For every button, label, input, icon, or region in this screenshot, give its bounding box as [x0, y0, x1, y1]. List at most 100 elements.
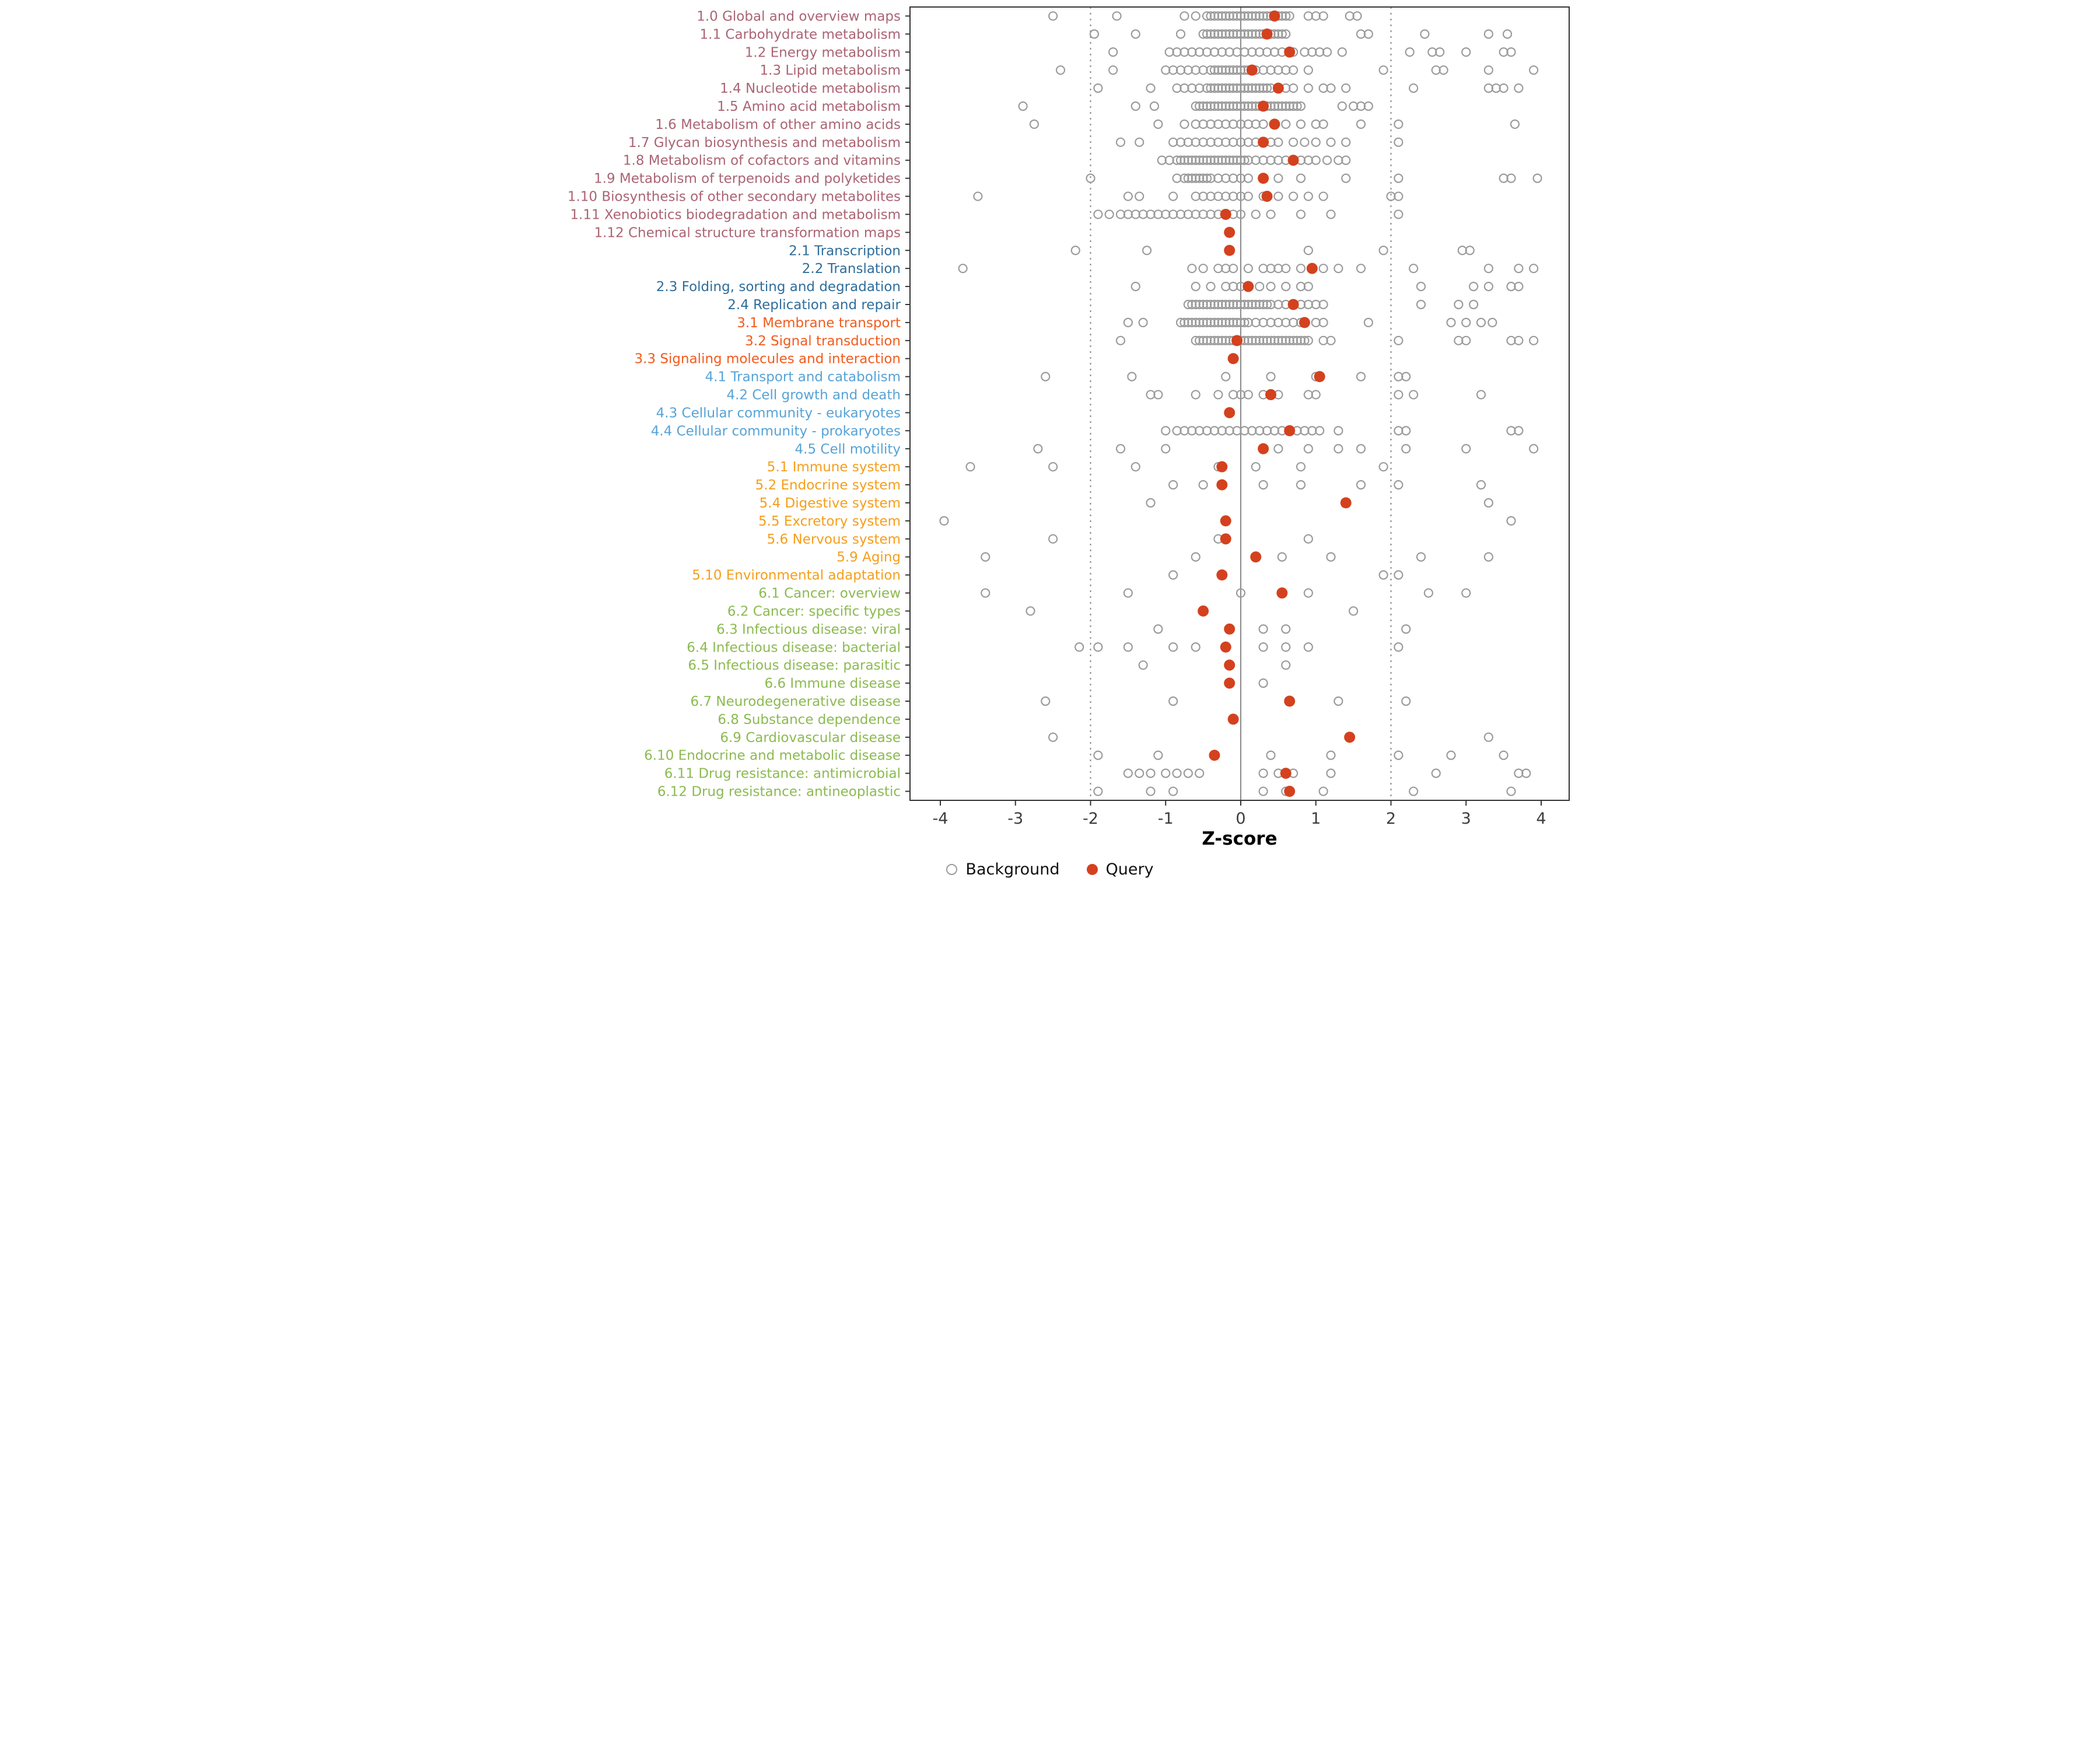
category-label: 1.7 Glycan biosynthesis and metabolism [628, 135, 901, 150]
background-point [1281, 119, 1291, 130]
background-point [1232, 29, 1242, 39]
background-point [1273, 299, 1283, 310]
x-axis-tick-label: 2 [1386, 810, 1396, 828]
background-point [1236, 65, 1246, 75]
background-point [1345, 11, 1354, 21]
background-point [1483, 281, 1493, 292]
background-point [1247, 101, 1257, 111]
background-point [1483, 83, 1493, 93]
background-point [1296, 281, 1306, 292]
background-point [1394, 209, 1404, 219]
background-point [1401, 372, 1411, 382]
background-point [1394, 173, 1404, 183]
background-point [1247, 11, 1257, 21]
background-point [1206, 155, 1216, 165]
query-point [1216, 479, 1228, 491]
background-point [1394, 480, 1404, 490]
background-point [1183, 299, 1193, 310]
query-point [1269, 118, 1280, 130]
background-point [1277, 552, 1287, 562]
background-point [1191, 281, 1200, 292]
background-point [1262, 426, 1272, 436]
background-point [1206, 317, 1216, 328]
background-point [1153, 209, 1163, 219]
background-point [1232, 299, 1242, 310]
background-point [1191, 191, 1200, 201]
background-point [1251, 155, 1261, 165]
background-point [1506, 173, 1516, 183]
background-point [1093, 750, 1103, 760]
background-point [1206, 299, 1216, 310]
background-point [1221, 101, 1231, 111]
background-point [1318, 264, 1328, 274]
background-point [1213, 317, 1223, 328]
background-point [1048, 462, 1058, 472]
background-point [973, 191, 983, 201]
legend-item-background: Background [946, 860, 1060, 878]
background-point [1093, 209, 1103, 219]
background-point [1266, 372, 1276, 382]
query-point [1284, 695, 1296, 707]
background-point [1224, 426, 1234, 436]
background-point [1228, 173, 1238, 183]
background-point [1206, 335, 1216, 345]
category-label: 6.8 Substance dependence [718, 712, 901, 727]
background-point [1243, 173, 1253, 183]
category-label: 1.6 Metabolism of other amino acids [655, 117, 901, 132]
background-point [1172, 155, 1182, 165]
background-point [1409, 264, 1419, 274]
background-point [1183, 768, 1193, 778]
scatter-plot: Z-score 1.0 Global and overview maps 1.1 … [568, 6, 1570, 849]
background-point [1266, 281, 1276, 292]
background-point [1198, 191, 1208, 201]
category-label: 4.4 Cellular community - prokaryotes [651, 424, 901, 439]
background-point [1266, 335, 1276, 345]
background-point [1438, 65, 1448, 75]
category-label: 2.2 Translation [802, 261, 901, 276]
background-point [1318, 335, 1328, 345]
background-point [1394, 335, 1404, 345]
background-point [939, 516, 949, 526]
query-point [1258, 100, 1269, 112]
category-label: 3.1 Membrane transport [737, 316, 901, 331]
background-point [1506, 516, 1516, 526]
category-label: 1.1 Carbohydrate metabolism [700, 27, 901, 42]
background-point [1303, 11, 1313, 21]
background-point [1334, 696, 1343, 706]
background-point [1258, 678, 1268, 688]
background-point [1221, 281, 1231, 292]
background-point [1465, 246, 1475, 256]
background-point [1206, 101, 1216, 111]
background-point [1191, 317, 1200, 328]
background-point [1135, 191, 1144, 201]
category-label: 4.2 Cell growth and death [726, 388, 901, 403]
background-point [1070, 246, 1080, 256]
background-point [1326, 768, 1336, 778]
background-point [1161, 426, 1171, 436]
background-point [1334, 155, 1343, 165]
background-point [1416, 552, 1426, 562]
background-point [1420, 29, 1430, 39]
background-point [1266, 155, 1276, 165]
background-point [1247, 426, 1257, 436]
background-point [1195, 155, 1205, 165]
background-point [1281, 281, 1291, 292]
background-point [1146, 768, 1156, 778]
background-point [1255, 426, 1265, 436]
background-point [1209, 11, 1220, 21]
background-point [1258, 299, 1268, 310]
background-point [1209, 47, 1220, 57]
background-point [1228, 83, 1238, 93]
background-point [1224, 101, 1234, 111]
background-point [1296, 173, 1306, 183]
background-point [1175, 317, 1186, 328]
query-point [1220, 208, 1231, 220]
background-point [1104, 209, 1114, 219]
background-point [1093, 786, 1103, 796]
background-point [1202, 29, 1212, 39]
background-point [1529, 264, 1539, 274]
background-point [1093, 83, 1103, 93]
background-point [1123, 191, 1133, 201]
background-point [1394, 570, 1404, 580]
background-point [1236, 173, 1246, 183]
